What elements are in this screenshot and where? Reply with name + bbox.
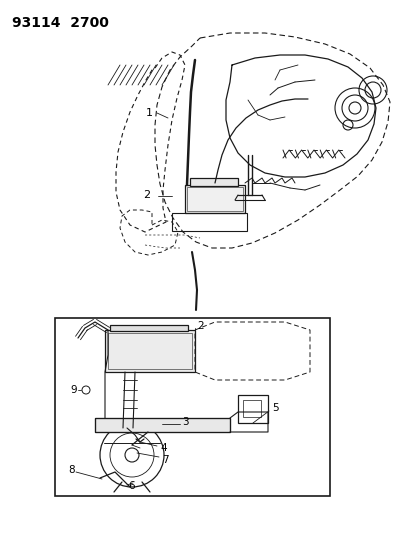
- Bar: [187, 187, 242, 211]
- Text: 7: 7: [161, 455, 168, 465]
- Bar: [171, 213, 247, 231]
- Text: 2: 2: [197, 321, 203, 331]
- Text: 9: 9: [70, 385, 76, 395]
- Text: 8: 8: [68, 465, 74, 475]
- Text: 6: 6: [128, 481, 134, 491]
- Bar: [185, 185, 244, 213]
- Text: 93114  2700: 93114 2700: [12, 16, 109, 30]
- Bar: [237, 395, 267, 423]
- Text: 4: 4: [159, 443, 166, 453]
- Text: 2: 2: [142, 190, 150, 200]
- Bar: [55, 318, 329, 496]
- Bar: [110, 325, 188, 331]
- Bar: [242, 400, 260, 417]
- Bar: [105, 330, 195, 372]
- Text: 1: 1: [146, 108, 153, 118]
- Text: 5: 5: [271, 403, 278, 413]
- Bar: [95, 418, 230, 432]
- Bar: [108, 333, 192, 369]
- Bar: [190, 178, 237, 186]
- Text: 3: 3: [182, 417, 188, 427]
